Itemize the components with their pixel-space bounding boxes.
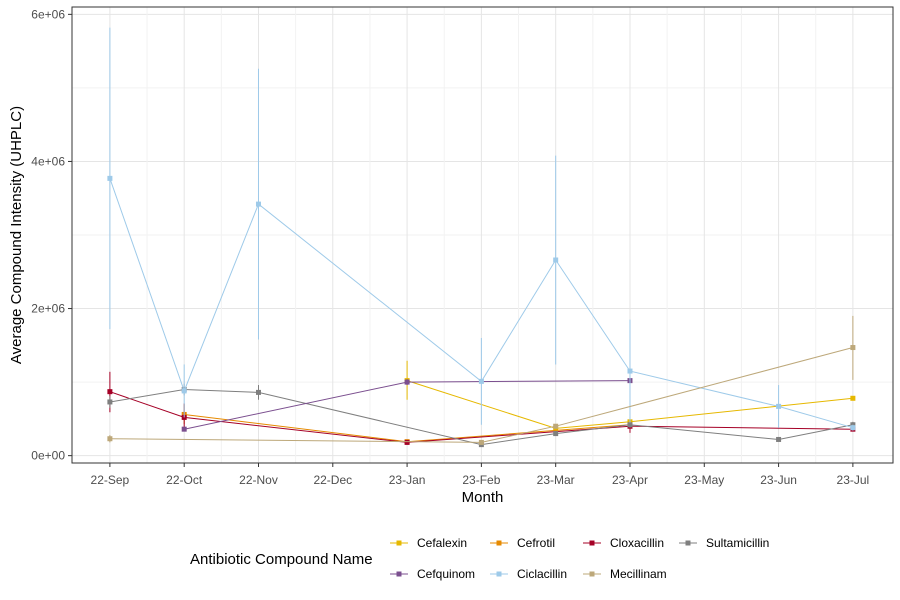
data-point xyxy=(850,345,856,351)
legend-label: Cefalexin xyxy=(417,536,467,550)
legend-item-cloxacillin: Cloxacillin xyxy=(583,536,664,550)
x-tick-label: 23-Feb xyxy=(462,473,500,487)
legend-label: Mecillinam xyxy=(610,567,667,581)
data-point xyxy=(181,426,187,432)
x-tick-label: 22-Dec xyxy=(313,473,352,487)
data-point xyxy=(107,399,113,405)
legend-key-marker xyxy=(396,540,402,546)
x-tick-label: 23-Jul xyxy=(837,473,870,487)
legend-key-marker xyxy=(496,571,502,577)
legend-item-cefrotil: Cefrotil xyxy=(490,536,555,550)
legend-key-marker xyxy=(589,571,595,577)
data-point xyxy=(627,368,633,374)
series-line xyxy=(109,178,854,429)
legend-item-sultamicillin: Sultamicillin xyxy=(679,536,769,550)
legend-label: Ciclacillin xyxy=(517,567,567,581)
series-mecillinam xyxy=(107,315,856,445)
data-point xyxy=(255,389,261,395)
data-point xyxy=(404,439,410,445)
legend-label: Cefrotil xyxy=(517,536,555,550)
legend-key-marker xyxy=(589,540,595,546)
legend-label: Cefquinom xyxy=(417,567,475,581)
data-point xyxy=(627,422,633,428)
y-tick-label: 4e+06 xyxy=(31,154,65,168)
x-tick-label: 23-Mar xyxy=(537,473,575,487)
legend-item-cefquinom: Cefquinom xyxy=(390,567,475,581)
data-point xyxy=(776,436,782,442)
x-axis-title: Month xyxy=(462,489,504,506)
data-point xyxy=(107,389,113,395)
y-axis-title: Average Compound Intensity (UHPLC) xyxy=(8,106,25,364)
x-tick-label: 22-Oct xyxy=(166,473,203,487)
data-point xyxy=(478,378,484,384)
data-point xyxy=(850,425,856,431)
legend-key-marker xyxy=(396,571,402,577)
series-line xyxy=(109,347,854,443)
data-point xyxy=(553,257,559,263)
data-point xyxy=(850,395,856,401)
data-point xyxy=(478,439,484,445)
legend-item-ciclacillin: Ciclacillin xyxy=(490,567,567,581)
data-point xyxy=(553,423,559,429)
data-point xyxy=(776,403,782,409)
x-tick-label: 23-Apr xyxy=(612,473,648,487)
series-line xyxy=(109,388,853,446)
x-tick-label: 23-Jun xyxy=(760,473,797,487)
x-tick-label: 23-Jan xyxy=(389,473,426,487)
series-ciclacillin xyxy=(107,27,856,431)
legend: Antibiotic Compound Name Cefalexin Cefrot… xyxy=(190,536,769,581)
series-layer xyxy=(107,27,856,448)
y-tick-label: 6e+06 xyxy=(31,7,65,21)
legend-key-marker xyxy=(685,540,691,546)
data-point xyxy=(255,201,261,207)
y-tick-label: 2e+06 xyxy=(31,302,65,316)
legend-item-cefalexin: Cefalexin xyxy=(390,536,467,550)
y-axis: 0e+00 2e+06 4e+06 6e+06 xyxy=(31,7,72,463)
data-point xyxy=(107,436,113,442)
x-tick-label: 22-Sep xyxy=(91,473,130,487)
legend-key-marker xyxy=(496,540,502,546)
data-point xyxy=(553,431,559,437)
data-point xyxy=(404,379,410,385)
panel-border xyxy=(71,6,894,464)
legend-item-mecillinam: Mecillinam xyxy=(583,567,667,581)
x-axis: 22-Sep 22-Oct 22-Nov 22-Dec 23-Jan 23-Feb 23-M… xyxy=(91,463,870,487)
x-tick-label: 23-May xyxy=(684,473,724,487)
legend-title: Antibiotic Compound Name xyxy=(190,551,373,568)
legend-label: Sultamicillin xyxy=(706,536,769,550)
grid xyxy=(72,7,893,463)
x-tick-label: 22-Nov xyxy=(239,473,278,487)
data-point xyxy=(107,175,113,181)
data-point xyxy=(181,388,187,394)
legend-label: Cloxacillin xyxy=(610,536,664,550)
y-tick-label: 0e+00 xyxy=(31,449,65,463)
